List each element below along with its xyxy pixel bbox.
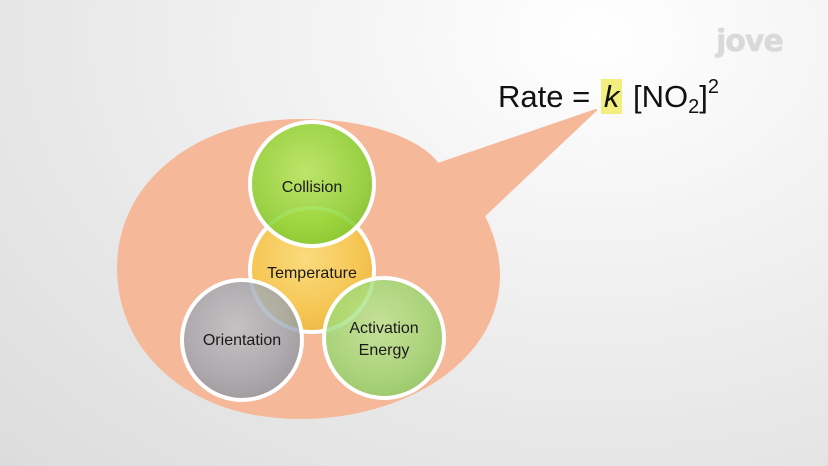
label-collision: Collision xyxy=(282,179,342,196)
circle-activation-energy xyxy=(322,276,446,400)
equation-exponent: 2 xyxy=(707,76,719,98)
circle-orientation xyxy=(180,278,304,402)
label-temperature: Temperature xyxy=(267,265,357,282)
equation-close-bracket: ] xyxy=(699,79,708,114)
rate-constant-highlight: k xyxy=(600,79,623,114)
label-activation: Activation xyxy=(349,320,418,337)
equation-rate-label: Rate xyxy=(498,79,564,114)
equation-subscript: 2 xyxy=(688,96,700,118)
circle-collision xyxy=(248,120,376,248)
rate-equation: Rate = k [NO2]2 xyxy=(498,76,719,119)
equation-concentration: [NO xyxy=(632,79,689,114)
label-energy: Energy xyxy=(359,342,410,359)
equation-equals: = xyxy=(572,79,591,114)
label-orientation: Orientation xyxy=(203,332,281,349)
logo: jove xyxy=(716,24,784,59)
